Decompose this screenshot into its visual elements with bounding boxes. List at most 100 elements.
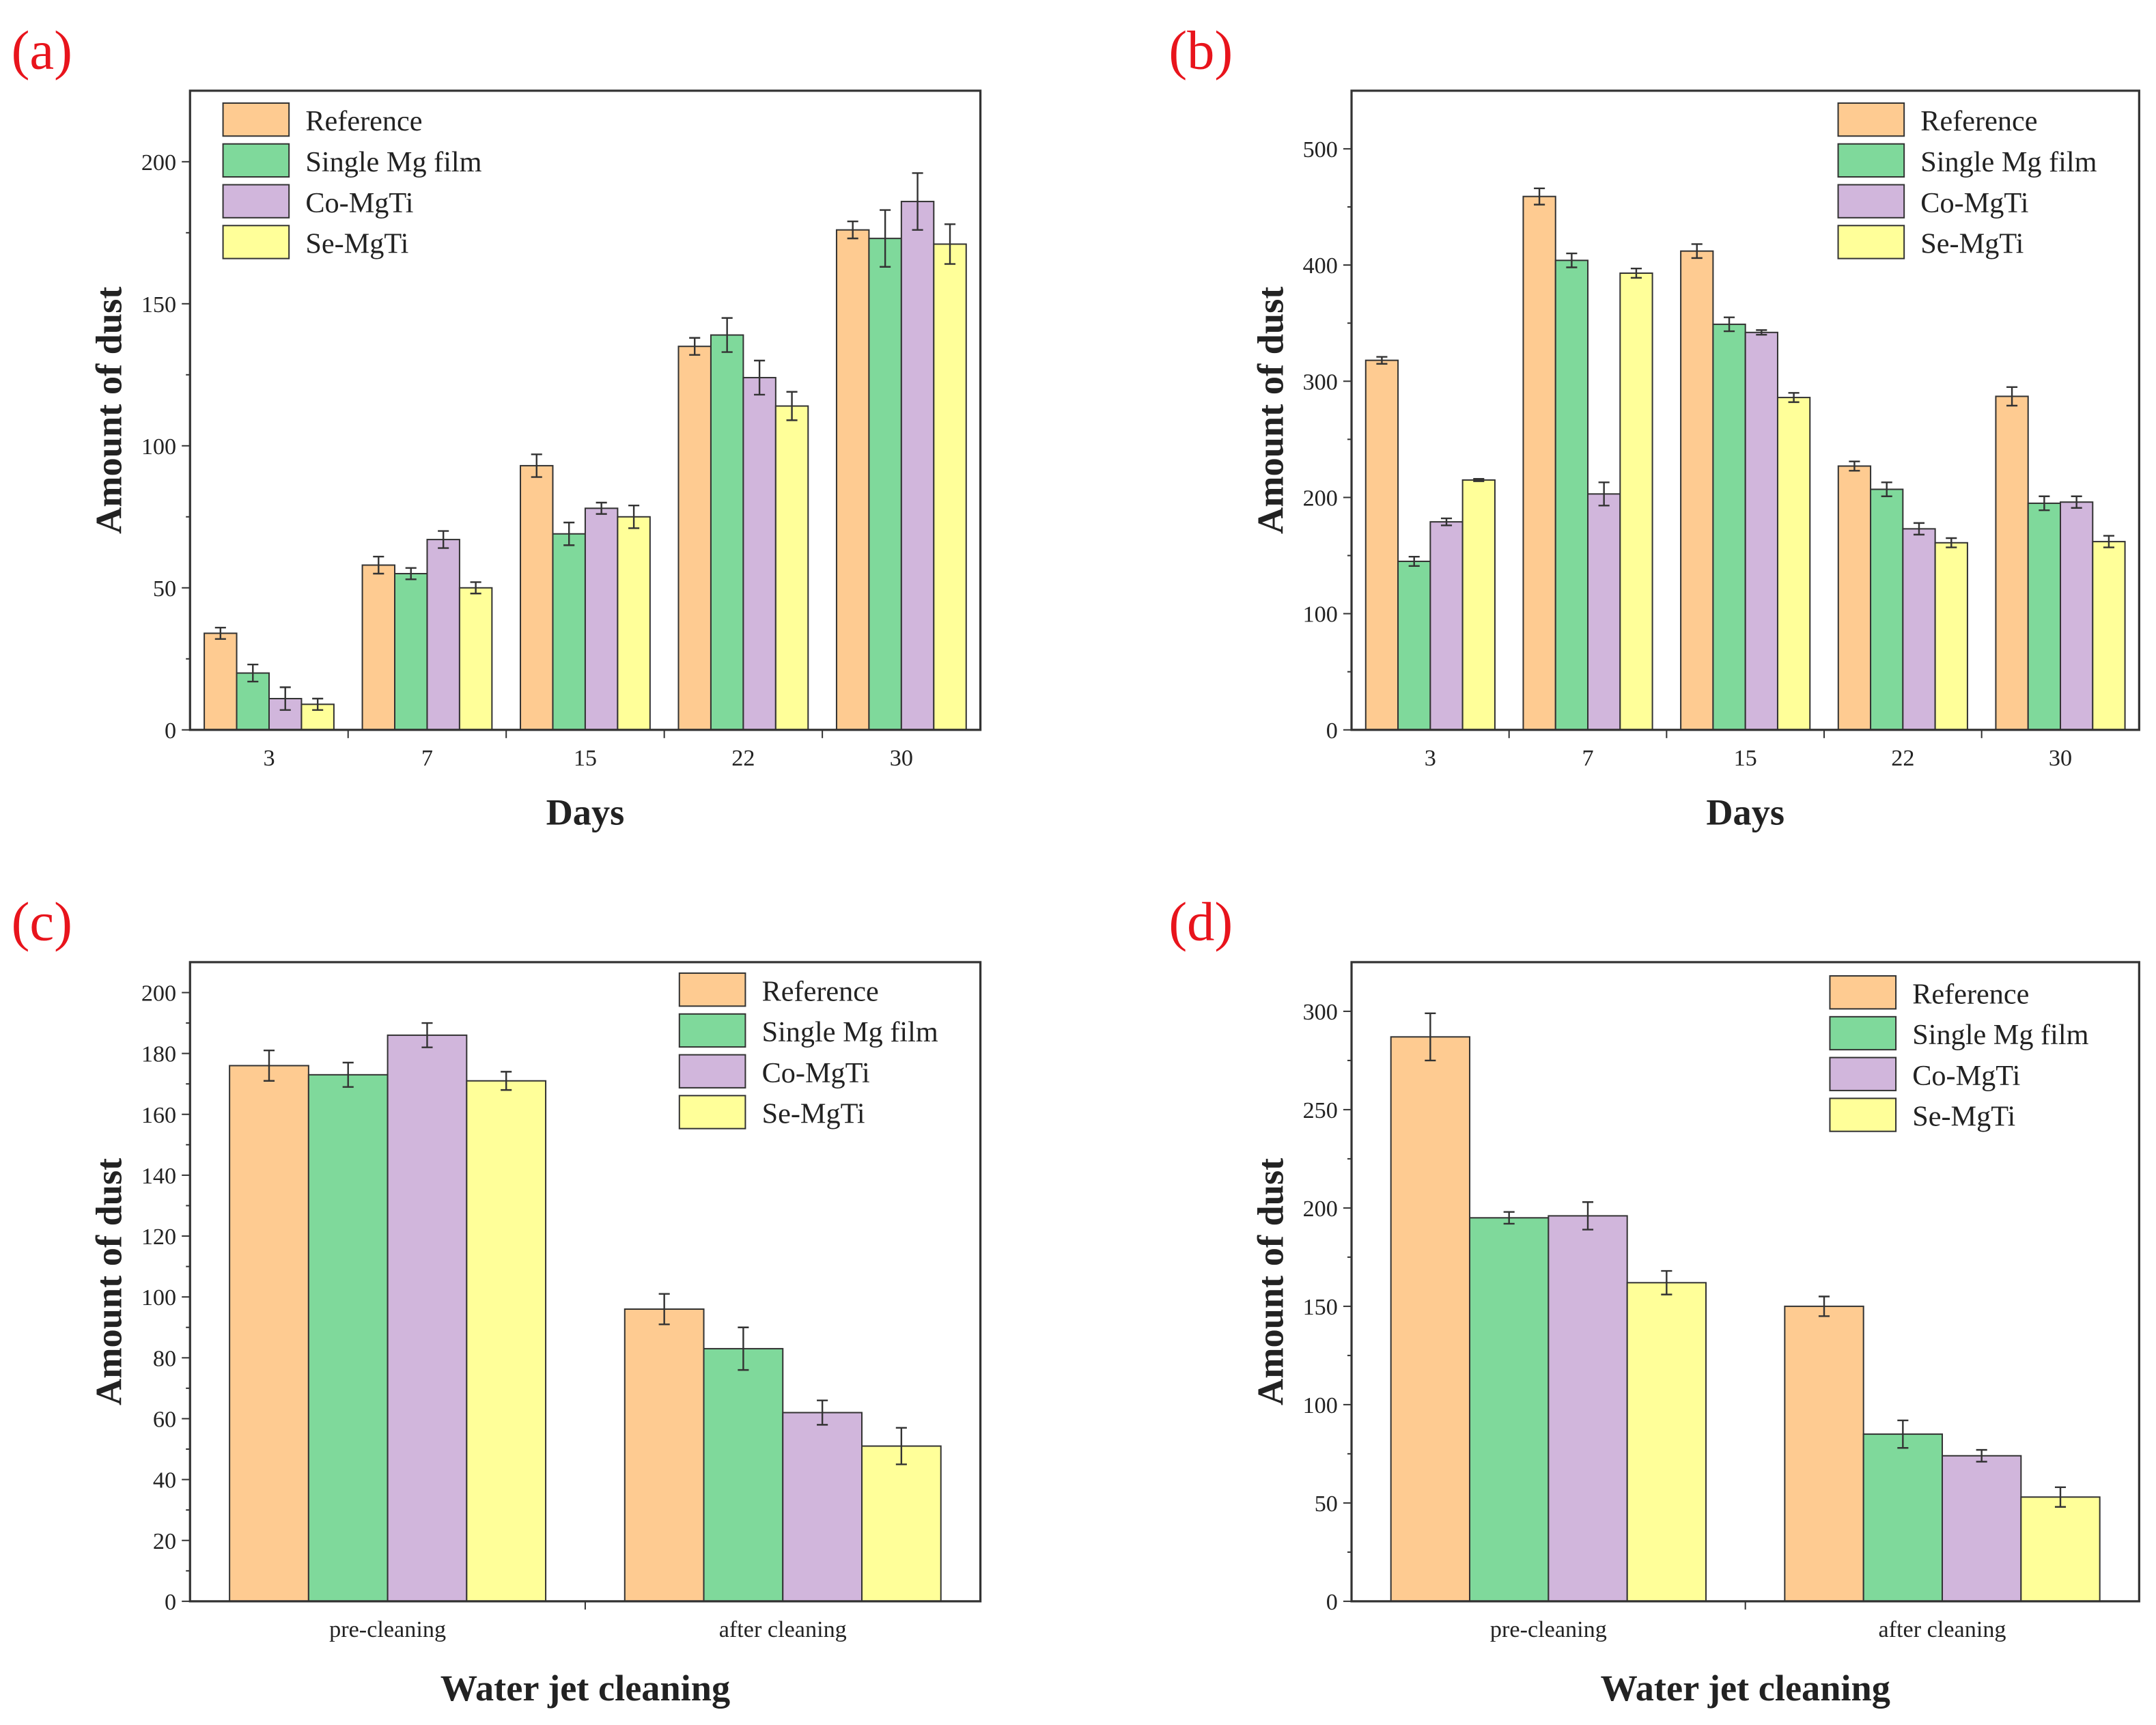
bar bbox=[307, 1074, 389, 1602]
y-axis-title: Amount of dust bbox=[89, 1158, 130, 1405]
bar bbox=[900, 201, 935, 731]
bar bbox=[835, 229, 870, 731]
x-axis-title: Water jet cleaning bbox=[1600, 1668, 1890, 1709]
y-tick-label: 500 bbox=[1303, 137, 1338, 163]
bar bbox=[1837, 465, 1872, 731]
bar bbox=[1942, 1455, 2022, 1602]
legend-swatch bbox=[1837, 143, 1905, 178]
legend-swatch bbox=[222, 102, 290, 137]
legend-swatch bbox=[678, 1095, 746, 1130]
y-tick-label: 50 bbox=[1315, 1491, 1338, 1517]
bar bbox=[774, 405, 809, 731]
legend-label: Reference bbox=[1920, 105, 2037, 137]
bar bbox=[2092, 541, 2126, 731]
x-tick-label: 30 bbox=[2049, 746, 2072, 771]
plot-frame bbox=[188, 89, 982, 731]
bar bbox=[552, 533, 586, 731]
bar bbox=[1469, 1217, 1550, 1602]
bar bbox=[1934, 542, 1968, 731]
legend-swatch bbox=[222, 184, 290, 219]
x-axis-title: Water jet cleaning bbox=[440, 1668, 730, 1709]
bar bbox=[677, 346, 712, 731]
chart-panel-c: (c) pre-cleaning after cleaning 0 20 40 60 80 10… bbox=[12, 892, 982, 1709]
bar bbox=[236, 672, 270, 731]
y-axis-title: Amount of dust bbox=[89, 287, 130, 534]
x-tick-label: 30 bbox=[890, 746, 913, 771]
y-tick-label: 100 bbox=[1303, 602, 1338, 628]
y-tick-label: 400 bbox=[1303, 253, 1338, 279]
bar bbox=[1712, 323, 1746, 731]
y-tick-label: 120 bbox=[141, 1224, 176, 1250]
bar bbox=[1870, 488, 1904, 731]
bar bbox=[1587, 493, 1621, 731]
legend-swatch bbox=[1829, 1097, 1897, 1132]
y-axis-title: Amount of dust bbox=[1250, 1158, 1291, 1405]
y-tick-label: 20 bbox=[153, 1529, 176, 1554]
x-tick-label: pre-cleaning bbox=[1490, 1617, 1607, 1642]
plot-frame bbox=[1350, 961, 2140, 1603]
bar bbox=[229, 1065, 309, 1602]
legend-label: Co-MgTi bbox=[1912, 1060, 2020, 1092]
y-tick-label: 100 bbox=[141, 1285, 176, 1310]
legend-swatch bbox=[1829, 1015, 1897, 1051]
bar bbox=[1522, 195, 1556, 731]
legend-swatch bbox=[1829, 975, 1897, 1010]
bar bbox=[1397, 561, 1431, 731]
bar bbox=[520, 464, 554, 731]
legend-label: Single Mg film bbox=[1912, 1019, 2088, 1051]
legend-label: Reference bbox=[305, 105, 422, 137]
bar bbox=[2020, 1496, 2101, 1602]
legend-label: Reference bbox=[1912, 978, 2029, 1010]
panel-label: (a) bbox=[12, 20, 72, 81]
x-tick-label: pre-cleaning bbox=[329, 1617, 446, 1642]
panel-label: (d) bbox=[1168, 892, 1233, 953]
y-tick-label: 150 bbox=[1303, 1295, 1338, 1320]
y-tick-label: 100 bbox=[1303, 1393, 1338, 1418]
x-tick-label: 22 bbox=[1891, 746, 1914, 771]
bar bbox=[394, 572, 428, 731]
legend-label: Single Mg film bbox=[305, 146, 481, 178]
y-tick-label: 200 bbox=[141, 150, 176, 176]
panel-label: (c) bbox=[12, 892, 72, 953]
x-tick-label: 7 bbox=[421, 746, 433, 771]
legend-swatch bbox=[1837, 102, 1905, 137]
y-tick-label: 250 bbox=[1303, 1098, 1338, 1123]
legend-label: Co-MgTi bbox=[1920, 187, 2028, 219]
bar bbox=[624, 1308, 705, 1602]
bar bbox=[933, 243, 967, 731]
bar bbox=[2027, 502, 2062, 731]
y-tick-label: 80 bbox=[153, 1346, 176, 1371]
bar bbox=[361, 564, 396, 731]
x-tick-label: 22 bbox=[731, 746, 755, 771]
bar bbox=[617, 516, 651, 731]
bar bbox=[1548, 1215, 1628, 1602]
bar bbox=[782, 1412, 863, 1602]
plot-frame bbox=[188, 961, 982, 1603]
y-tick-label: 300 bbox=[1303, 1000, 1338, 1025]
chart-panel-a: (a) 3 7 15 22 30 0 50 100 150 200 Days Amount of dus… bbox=[12, 20, 982, 833]
bar bbox=[1680, 250, 1714, 731]
bar bbox=[1776, 397, 1811, 731]
bar bbox=[1461, 479, 1496, 731]
legend-label: Se-MgTi bbox=[762, 1098, 865, 1130]
chart-panel-d: (d) pre-cleaning after cleaning 0 50 100 150 20… bbox=[1168, 892, 2140, 1709]
legend-swatch bbox=[678, 1013, 746, 1048]
y-tick-label: 40 bbox=[153, 1468, 176, 1493]
legend-swatch bbox=[1829, 1056, 1897, 1091]
bar bbox=[1619, 272, 1653, 731]
bar bbox=[710, 334, 744, 731]
legend-swatch bbox=[1837, 184, 1905, 219]
bar bbox=[1995, 395, 2029, 731]
bar bbox=[2060, 501, 2094, 731]
y-tick-label: 300 bbox=[1303, 369, 1338, 395]
x-axis-title: Days bbox=[546, 792, 625, 833]
y-tick-label: 50 bbox=[153, 576, 176, 602]
bar bbox=[458, 587, 493, 731]
bar bbox=[1364, 359, 1399, 731]
x-axis-title: Days bbox=[1706, 792, 1784, 833]
bar bbox=[584, 507, 619, 731]
x-tick-label: 3 bbox=[263, 746, 275, 771]
x-tick-label: after cleaning bbox=[719, 1617, 847, 1642]
